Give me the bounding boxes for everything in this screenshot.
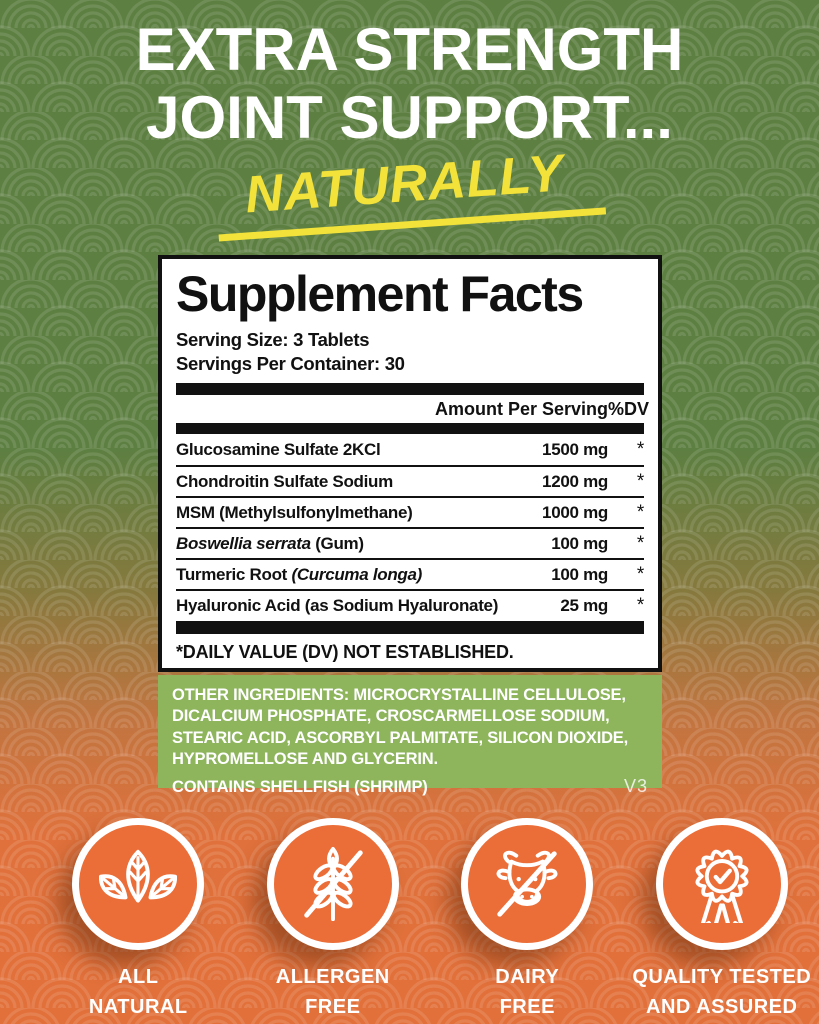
ingredient-row-glucosamine: Glucosamine Sulfate 2KCl 1500 mg * [176, 434, 644, 465]
ingredient-name: Turmeric Root (Curcuma longa) [176, 564, 423, 584]
ingredient-dv: * [636, 594, 644, 616]
ingredient-rows: Glucosamine Sulfate 2KCl 1500 mg * Chond… [176, 434, 644, 620]
column-amount-per-serving: Amount Per Serving [434, 398, 608, 419]
badge-circle [72, 818, 205, 950]
ingredient-dv: * [636, 438, 644, 460]
divider-bar-thick [176, 383, 644, 396]
ingredient-row-chondroitin: Chondroitin Sulfate Sodium 1200 mg * [176, 465, 644, 496]
wheat-slash-icon [303, 846, 363, 922]
badge-circle [655, 818, 788, 950]
ingredient-dv: * [636, 470, 644, 492]
badge-circle [461, 818, 594, 950]
other-ingredients-label: OTHER INGREDIENTS: [172, 686, 349, 704]
badge-label: ALLERGEN FREE [275, 966, 390, 1018]
hero-highlight: NATURALLY [213, 140, 606, 242]
divider-bar-thick [176, 423, 644, 435]
daily-value-footnote: *DAILY VALUE (DV) NOT ESTABLISHED. [176, 642, 514, 663]
award-ribbon-icon [695, 849, 749, 923]
hero-heading: EXTRA STRENGTH JOINT SUPPORT... NATURALL… [0, 16, 819, 242]
ingredient-dv: * [636, 532, 644, 554]
ingredient-amount: 1200 mg [542, 471, 608, 491]
serving-size: Serving Size: 3 Tablets [176, 329, 370, 350]
ingredient-row-hyaluronic: Hyaluronic Acid (as Sodium Hyaluronate) … [176, 589, 644, 620]
ingredient-amount: 1500 mg [542, 439, 608, 459]
column-dv: %DV [608, 398, 650, 419]
cow-slash-icon [496, 850, 558, 917]
ingredient-dv: * [636, 563, 644, 585]
other-ingredients-box: OTHER INGREDIENTS: MICROCRYSTALLINE CELL… [158, 675, 662, 796]
badge-circle [266, 818, 399, 950]
hero-title-line1: EXTRA STRENGTH [135, 16, 684, 83]
badge-dairy-free: DAIRY FREE [430, 818, 625, 1022]
servings-per-container: Servings Per Container: 30 [176, 352, 405, 374]
divider-bar-thick [176, 621, 644, 635]
other-ingredients-text: OTHER INGREDIENTS: MICROCRYSTALLINE CELL… [172, 686, 628, 769]
ingredient-row-msm: MSM (Methylsulfonylmethane) 1000 mg * [176, 496, 644, 527]
badge-quality-tested: QUALITY TESTED AND ASSURED [625, 818, 819, 1022]
version-label: V3 [623, 775, 648, 796]
badge-label: ALL NATURAL [88, 966, 188, 1018]
supplement-facts-panel: Supplement Facts Serving Size: 3 Tablets… [158, 255, 662, 672]
badge-label: QUALITY TESTED AND ASSURED [632, 966, 812, 1018]
hero-title-line2: JOINT SUPPORT... [146, 83, 673, 151]
ingredient-amount: 100 mg [551, 564, 608, 584]
badge-all-natural: ALL NATURAL [41, 818, 236, 1022]
ingredient-amount: 100 mg [551, 533, 608, 553]
ingredient-amount: 1000 mg [542, 502, 608, 522]
facts-column-header: Amount Per Serving %DV [176, 395, 650, 423]
ingredient-dv: * [636, 501, 644, 523]
ingredient-row-boswellia: Boswellia serrata (Gum) 100 mg * [176, 527, 644, 558]
badge-allergen-free: ALLERGEN FREE [236, 818, 431, 1022]
ingredient-name: MSM (Methylsulfonylmethane) [176, 502, 413, 522]
allergen-statement-row: CONTAINS SHELLFISH (SHRIMP) V3 [172, 775, 648, 798]
ingredient-row-turmeric: Turmeric Root (Curcuma longa) 100 mg * [176, 558, 644, 589]
badge-label: DAIRY FREE [495, 966, 560, 1018]
leaves-icon [99, 849, 178, 903]
contains-statement: CONTAINS SHELLFISH (SHRIMP) [172, 777, 428, 796]
ingredient-name: Glucosamine Sulfate 2KCl [176, 439, 381, 459]
ingredient-name: Chondroitin Sulfate Sodium [176, 471, 393, 491]
ingredient-amount: 25 mg [560, 595, 608, 615]
ingredient-name: Boswellia serrata (Gum) [176, 533, 364, 553]
ingredient-name: Hyaluronic Acid (as Sodium Hyaluronate) [176, 595, 499, 615]
feature-badges-row: ALL NATURAL ALLERGEN [41, 818, 819, 1022]
facts-title: Supplement Facts [176, 266, 584, 322]
